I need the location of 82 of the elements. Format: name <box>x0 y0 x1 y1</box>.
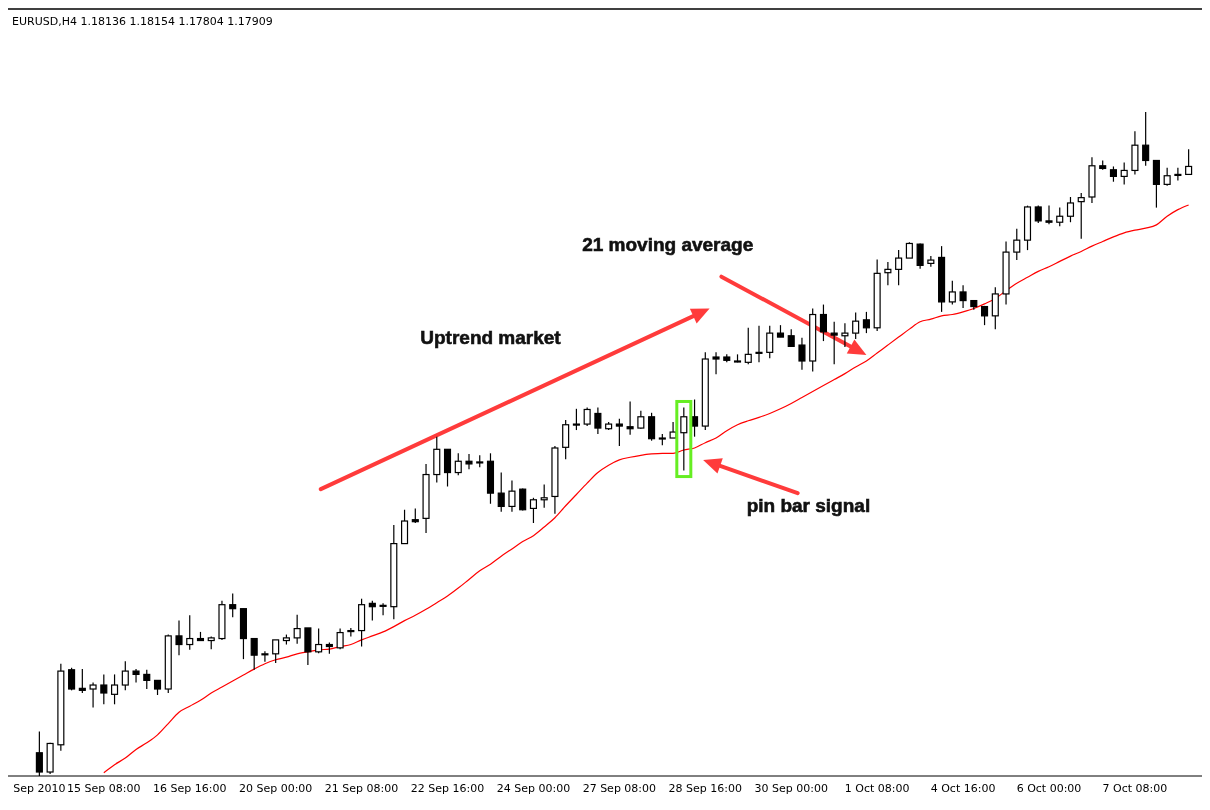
candlestick <box>680 406 688 472</box>
x-tick-label: 21 Sep 08:00 <box>324 782 399 795</box>
x-tick-label: 4 Oct 16:00 <box>930 782 996 795</box>
candlestick <box>691 398 699 438</box>
candlestick <box>744 327 752 365</box>
candlestick <box>401 509 409 545</box>
candlestick <box>454 452 462 476</box>
candlestick <box>229 592 237 618</box>
candlestick <box>293 614 301 645</box>
candlestick <box>884 261 892 286</box>
x-tick-label: 22 Sep 16:00 <box>410 782 485 795</box>
candlestick <box>143 669 151 690</box>
candlestick <box>261 650 269 663</box>
candlestick <box>304 627 312 666</box>
candlestick <box>766 325 774 359</box>
candlestick <box>89 681 97 709</box>
x-tick-label: 7 Oct 08:00 <box>1102 782 1168 795</box>
candlestick <box>175 620 183 656</box>
candlestick <box>347 627 355 638</box>
candlestick <box>991 286 999 330</box>
candlestick <box>1056 207 1064 227</box>
candlestick <box>626 400 634 436</box>
candlestick <box>830 321 838 365</box>
candlestick <box>798 337 806 371</box>
candlestick <box>959 284 967 309</box>
candlestick <box>186 614 194 651</box>
candlestick <box>100 673 108 705</box>
x-tick-label: Sep 2010 <box>13 782 66 795</box>
candlestick <box>852 311 860 340</box>
candlestick <box>1077 192 1085 240</box>
candlestick <box>895 249 903 286</box>
annotation: pin bar signal <box>746 494 871 516</box>
candlestick <box>648 412 656 442</box>
candlestick <box>755 325 763 363</box>
candlestick <box>712 351 720 375</box>
x-tick-label: 1 Oct 08:00 <box>844 782 910 795</box>
candlestick <box>862 311 870 334</box>
candlestick <box>1120 161 1128 185</box>
candlestick <box>497 471 505 513</box>
candlestick <box>1152 159 1160 209</box>
candlestick <box>465 453 473 470</box>
candlestick <box>443 448 452 488</box>
candlestick <box>272 639 280 664</box>
candlestick <box>1142 111 1150 167</box>
candlestick <box>583 406 591 427</box>
candlestick <box>1066 196 1075 223</box>
candlestick <box>121 660 129 691</box>
candlestick <box>948 280 956 306</box>
candlestick <box>132 668 140 683</box>
candlestick <box>1185 148 1193 176</box>
x-tick-label: 16 Sep 16:00 <box>153 782 227 795</box>
candlestick <box>540 483 548 509</box>
candlestick <box>927 255 935 268</box>
candlestick <box>250 637 258 671</box>
candlestick <box>841 322 849 348</box>
x-tick-label: 30 Sep 00:00 <box>754 782 828 795</box>
x-tick-label: 27 Sep 08:00 <box>582 782 657 795</box>
x-tick-label: 20 Sep 00:00 <box>238 782 313 795</box>
candlestick <box>1174 167 1182 181</box>
candlestick <box>819 303 827 342</box>
candlestick <box>529 497 537 524</box>
candlestick <box>572 408 580 431</box>
candlestick <box>508 479 516 513</box>
candlestick <box>336 627 344 650</box>
candlestick <box>1045 205 1053 225</box>
x-tick-label: 24 Sep 00:00 <box>496 782 571 795</box>
chart-title: EURUSD,H4 1.18136 1.18154 1.17804 1.17909 <box>12 15 273 28</box>
candlestick <box>916 242 924 270</box>
candlestick <box>315 627 323 654</box>
candlestick <box>594 406 602 435</box>
text: 21 moving average <box>582 234 754 256</box>
candlestick <box>562 419 570 460</box>
x-tick-label: 6 Oct 00:00 <box>1016 782 1082 795</box>
candlestick <box>615 418 623 447</box>
candlestick <box>379 602 387 616</box>
candlestick <box>1013 228 1021 261</box>
candlestick <box>78 668 86 694</box>
x-tick-label: 15 Sep 08:00 <box>67 782 141 795</box>
candlestick <box>111 673 119 705</box>
x-tick-label: 28 Sep 16:00 <box>668 782 743 795</box>
annotation: Uptrend market <box>420 327 562 349</box>
candlestick <box>368 600 376 622</box>
